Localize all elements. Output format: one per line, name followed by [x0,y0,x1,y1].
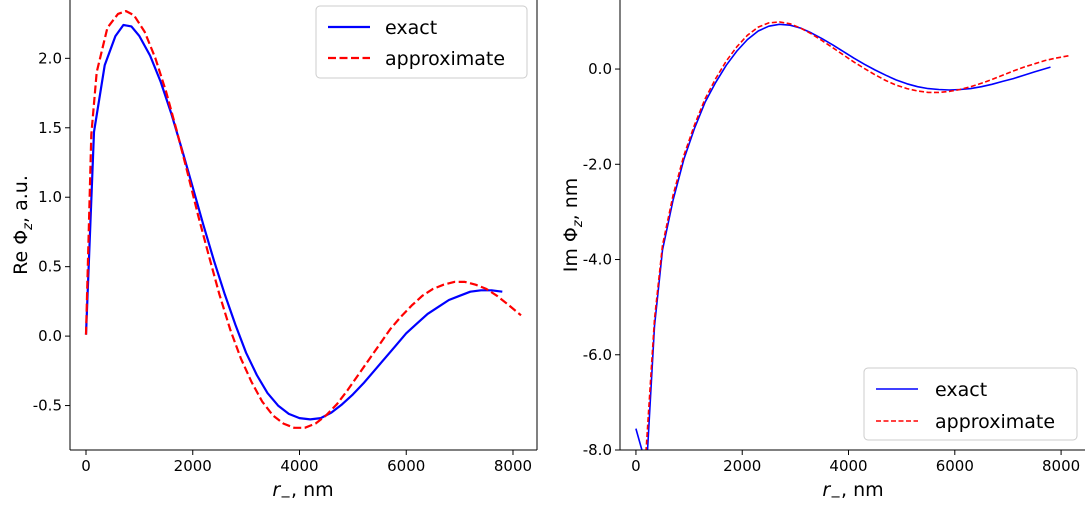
y-tick-label: 1.0 [38,188,62,206]
x-tick-label: 4000 [280,457,318,475]
re-phi-chart: 0 2000 4000 6000 8000 -0.5 0.0 0.5 1.0 1.5 2.0 r−,… [10,0,538,505]
x-tick-label: 6000 [387,457,425,475]
x-axis-label-sub: − [830,490,841,505]
y-tick-label: -0.5 [33,397,62,415]
legend-box [863,367,1078,441]
x-tick-label: 4000 [829,457,867,475]
series-layer [635,21,1070,450]
y-axis-label-sub: z [21,222,36,231]
x-axis-label-var: r [822,479,831,501]
y-axis-label-unit: , nm [560,178,582,221]
x-axis-label-unit: , nm [291,479,334,501]
y-axis-label: Im Φz, nm [560,178,586,273]
x-axis-label: r−, nm [272,479,333,505]
y-tick-label: 0.0 [588,60,612,78]
y-axis-label: Re Φz, a.u. [10,175,36,275]
y-tick-label: 2.0 [38,49,62,67]
x-tick-label: 8000 [494,457,532,475]
x-axis-label-unit: , nm [841,479,884,501]
x-tick-label: 2000 [723,457,761,475]
x-tick-label: 6000 [936,457,974,475]
y-tick-label: -2.0 [583,155,612,173]
legend-approximate-label: approximate [935,411,1055,433]
series-layer [84,10,522,429]
legend: exact approximate [863,367,1078,441]
y-tick-label: 0.5 [38,258,62,276]
legend: exact approximate [315,5,528,79]
ticks-layer: 0 2000 4000 6000 8000 -8.0 -6.0 -4.0 -2.0 0.0 [583,60,1080,475]
y-tick-label: -4.0 [583,251,612,269]
x-tick-label: 0 [81,457,91,475]
legend-exact-label: exact [935,379,987,401]
y-tick-label: 1.5 [38,119,62,137]
y-axis-label-pre: Im Φ [560,227,582,272]
y-tick-label: -6.0 [583,346,612,364]
y-axis-label-unit: , a.u. [10,175,32,223]
x-axis-label: r−, nm [822,479,883,505]
y-axis-label-sub: z [571,219,586,228]
legend-box [315,5,528,79]
x-tick-label: 2000 [174,457,212,475]
legend-exact-label: exact [385,17,437,39]
series-line-approximate [645,21,1070,450]
y-tick-label: 0.0 [38,327,62,345]
legend-approximate-label: approximate [385,48,505,70]
x-tick-label: 8000 [1042,457,1080,475]
series-line-approximate [84,10,522,429]
y-axis-label-pre: Re Φ [10,230,32,275]
series-line-exact [84,23,503,421]
x-tick-label: 0 [631,457,641,475]
x-axis-label-var: r [272,479,281,501]
series-line-exact [635,23,1051,450]
ticks-layer: 0 2000 4000 6000 8000 -0.5 0.0 0.5 1.0 1.5 2.0 [33,49,532,475]
x-axis-label-sub: − [280,490,291,505]
y-tick-label: -8.0 [583,441,612,459]
im-phi-chart: 0 2000 4000 6000 8000 -8.0 -6.0 -4.0 -2.0 0.0 r−,… [560,0,1085,505]
